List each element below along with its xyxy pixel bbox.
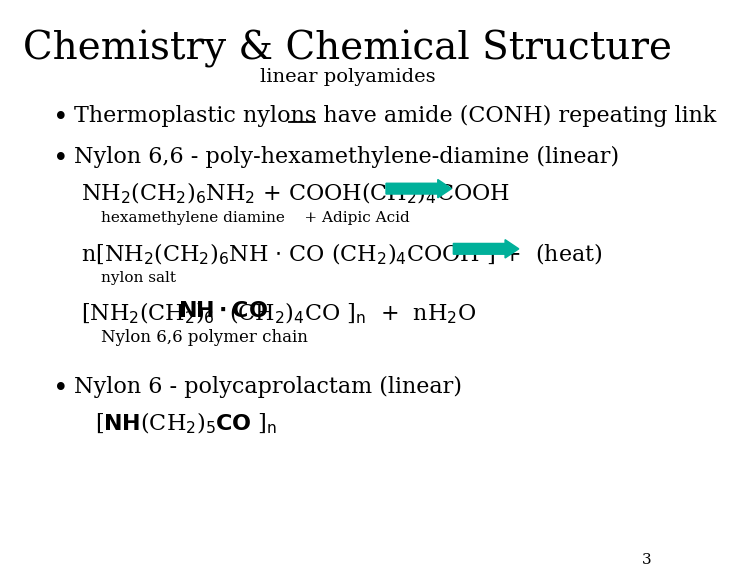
FancyArrow shape [454, 240, 519, 258]
Text: •: • [53, 376, 69, 401]
FancyArrow shape [386, 180, 451, 198]
Text: Chemistry & Chemical Structure: Chemistry & Chemical Structure [23, 30, 672, 68]
Text: 3: 3 [642, 554, 652, 567]
Text: n[NH$_2$(CH$_2$)$_6$NH $\cdot$ CO (CH$_2$)$_4$COOH ] +  (heat): n[NH$_2$(CH$_2$)$_6$NH $\cdot$ CO (CH$_2… [81, 241, 602, 267]
Text: [$\mathbf{NH}$(CH$_2$)$_5\mathbf{CO}$ ]$_\mathrm{n}$: [$\mathbf{NH}$(CH$_2$)$_5\mathbf{CO}$ ]$… [95, 411, 277, 437]
Text: hexamethylene diamine    + Adipic Acid: hexamethylene diamine + Adipic Acid [101, 211, 410, 225]
Text: •: • [53, 146, 69, 171]
Text: (CH$_2$)$_4$CO ]$_\mathrm{n}$  +  nH$_2$O: (CH$_2$)$_4$CO ]$_\mathrm{n}$ + nH$_2$O [222, 301, 476, 325]
Text: linear polyamides: linear polyamides [259, 68, 435, 86]
Text: •: • [53, 105, 69, 130]
Text: nylon salt: nylon salt [101, 271, 176, 285]
Text: Nylon 6 - polycaprolactam (linear): Nylon 6 - polycaprolactam (linear) [74, 376, 463, 398]
Text: Thermoplastic nylons have amide (CONH) repeating link: Thermoplastic nylons have amide (CONH) r… [74, 105, 717, 127]
Text: Nylon 6,6 polymer chain: Nylon 6,6 polymer chain [101, 329, 308, 346]
Text: $\mathbf{NH \cdot CO}$: $\mathbf{NH \cdot CO}$ [178, 301, 268, 323]
Text: [NH$_2$(CH$_2$)$_6$: [NH$_2$(CH$_2$)$_6$ [81, 301, 215, 325]
Text: NH$_2$(CH$_2$)$_6$NH$_2$ + COOH(CH$_2$)$_4$COOH: NH$_2$(CH$_2$)$_6$NH$_2$ + COOH(CH$_2$)$… [81, 181, 510, 206]
Text: Nylon 6,6 - poly-hexamethylene-diamine (linear): Nylon 6,6 - poly-hexamethylene-diamine (… [74, 146, 619, 168]
